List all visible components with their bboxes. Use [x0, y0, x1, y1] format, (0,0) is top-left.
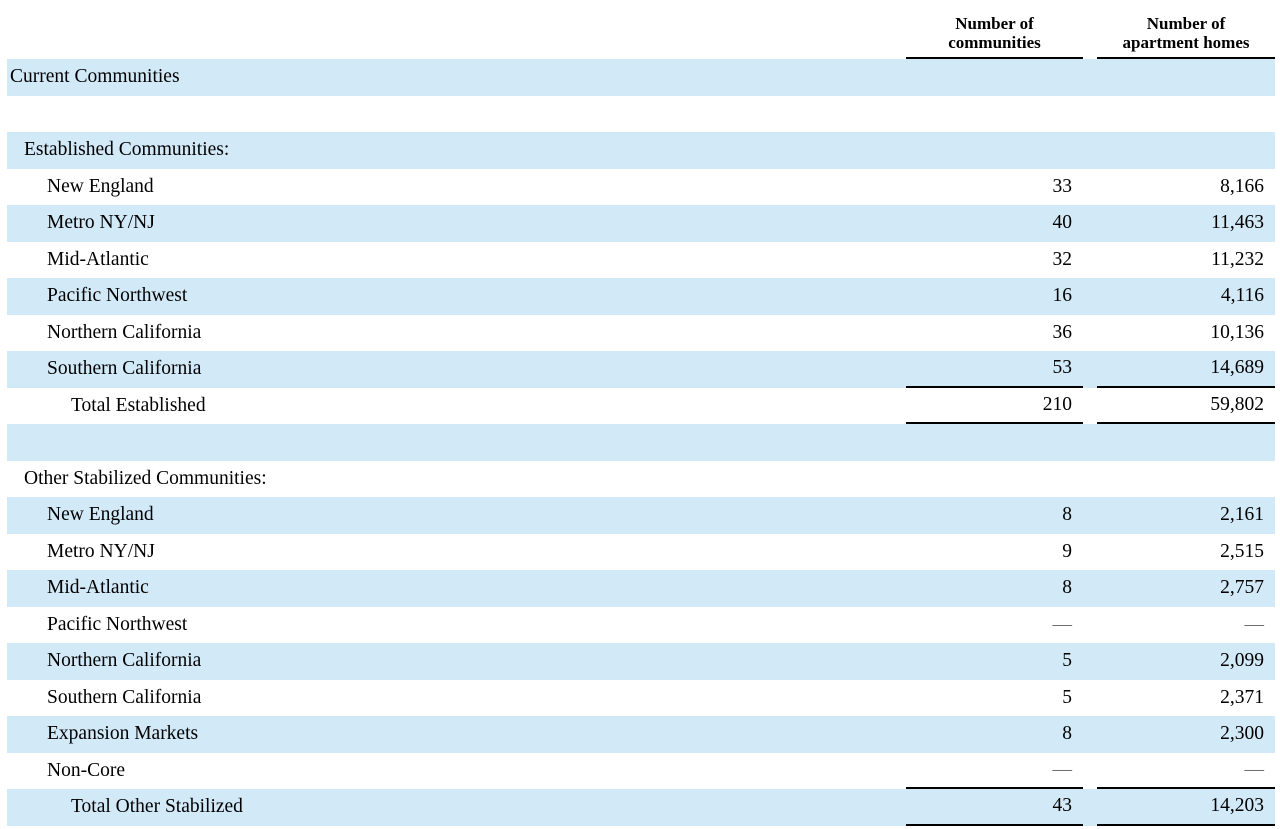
- row-label: [7, 96, 906, 133]
- row-label: Metro NY/NJ: [47, 212, 155, 234]
- row-label: New England: [47, 175, 154, 197]
- column-header-apartment-homes-line1: Number of: [1146, 13, 1226, 33]
- communities-value: 8: [1062, 504, 1072, 526]
- row-label: Other Stabilized Communities:: [24, 467, 267, 489]
- communities-value: 8: [1062, 723, 1072, 745]
- apartment-homes-value: 2,371: [1220, 686, 1264, 708]
- row-label: Established Communities:: [24, 139, 230, 161]
- column-header-apartment-homes: Number of apartment homes: [1097, 14, 1275, 59]
- apartment-homes-value: 14,689: [1097, 351, 1275, 388]
- column-header-apartment-homes-line2: apartment homes: [1122, 33, 1250, 53]
- communities-value: 43: [906, 789, 1083, 826]
- table-row: Current Communities: [7, 59, 1275, 96]
- apartment-homes-value: [1097, 461, 1275, 498]
- apartment-homes-value: [1097, 424, 1275, 461]
- table-row: New England 33 8,166: [7, 169, 1275, 206]
- apartment-homes-value: 8,166: [1220, 175, 1264, 197]
- table-row: Northern California 36 10,136: [7, 315, 1275, 352]
- row-label: Non-Core: [47, 759, 125, 781]
- row-label: Northern California: [47, 321, 202, 343]
- apartment-homes-value: 59,802: [1097, 388, 1275, 424]
- apartment-homes-value: 2,515: [1220, 540, 1264, 562]
- communities-value: 5: [1062, 686, 1072, 708]
- communities-value: [906, 461, 1083, 498]
- table-row: Metro NY/NJ 9 2,515: [7, 534, 1275, 571]
- table-row: Southern California 53 14,689: [7, 351, 1275, 388]
- row-label: Southern California: [47, 358, 202, 380]
- table-row: Other Stabilized Communities:: [7, 461, 1275, 498]
- table-row: Total Other Stabilized 43 14,203: [7, 789, 1275, 826]
- apartment-homes-value: 2,757: [1220, 577, 1264, 599]
- apartment-homes-value: 11,463: [1211, 212, 1264, 234]
- column-header-communities: Number of communities: [906, 14, 1083, 59]
- communities-value: 5: [1062, 650, 1072, 672]
- table-body: Current Communities Established Communiti…: [0, 59, 1280, 826]
- row-label: New England: [47, 504, 154, 526]
- apartment-homes-value: 2,300: [1220, 723, 1264, 745]
- communities-value: 32: [1052, 248, 1073, 270]
- apartment-homes-value: 14,203: [1097, 789, 1275, 826]
- communities-value: —: [1052, 613, 1073, 635]
- table-row: Mid-Atlantic 8 2,757: [7, 570, 1275, 607]
- table-row: Pacific Northwest — —: [7, 607, 1275, 644]
- table-row: Expansion Markets 8 2,300: [7, 716, 1275, 753]
- communities-value: 9: [1062, 540, 1072, 562]
- apartment-homes-value: —: [1097, 753, 1275, 789]
- row-label: Metro NY/NJ: [47, 540, 155, 562]
- row-label: Expansion Markets: [47, 723, 199, 745]
- apartment-homes-value: —: [1244, 613, 1265, 635]
- communities-value: [906, 59, 1083, 96]
- table-row: Southern California 5 2,371: [7, 680, 1275, 717]
- table-row: Mid-Atlantic 32 11,232: [7, 242, 1275, 279]
- table-row: New England 8 2,161: [7, 497, 1275, 534]
- row-label: Current Communities: [10, 66, 180, 88]
- column-header-communities-line1: Number of: [955, 13, 1034, 33]
- apartment-homes-value: 2,161: [1220, 504, 1264, 526]
- communities-value: [906, 424, 1083, 461]
- table-row: [7, 96, 1275, 133]
- apartment-homes-value: 2,099: [1220, 650, 1264, 672]
- table-row: Total Established 210 59,802: [7, 388, 1275, 424]
- apartment-homes-value: [1097, 59, 1275, 96]
- table-row: Metro NY/NJ 40 11,463: [7, 205, 1275, 242]
- table-row: Non-Core — —: [7, 753, 1275, 789]
- row-label: Total Established: [71, 394, 206, 416]
- apartment-homes-value: [1097, 96, 1275, 133]
- apartment-homes-value: 4,116: [1220, 285, 1264, 307]
- communities-value: —: [906, 753, 1083, 789]
- table-header-row: Number of communities Number of apartmen…: [7, 0, 1275, 59]
- apartment-homes-value: [1097, 132, 1275, 169]
- table-row: [7, 424, 1275, 461]
- communities-value: 16: [1052, 285, 1073, 307]
- row-label: [7, 424, 906, 461]
- table-row: Established Communities:: [7, 132, 1275, 169]
- communities-value: 210: [906, 388, 1083, 424]
- row-label: Northern California: [47, 650, 202, 672]
- row-label: Mid-Atlantic: [47, 577, 149, 599]
- communities-value: [906, 132, 1083, 169]
- apartment-homes-value: 10,136: [1210, 321, 1264, 343]
- row-label: Total Other Stabilized: [71, 796, 243, 818]
- row-label: Mid-Atlantic: [47, 248, 149, 270]
- communities-value: [906, 96, 1083, 133]
- apartment-homes-value: 11,232: [1211, 248, 1264, 270]
- row-label: Pacific Northwest: [47, 285, 188, 307]
- communities-value: 36: [1052, 321, 1073, 343]
- communities-value: 53: [906, 351, 1083, 388]
- row-label: Southern California: [47, 686, 202, 708]
- table-row: Pacific Northwest 16 4,116: [7, 278, 1275, 315]
- communities-value: 40: [1052, 212, 1073, 234]
- table-row: Northern California 5 2,099: [7, 643, 1275, 680]
- column-header-communities-line2: communities: [948, 33, 1041, 53]
- row-label: Pacific Northwest: [47, 613, 188, 635]
- communities-value: 8: [1062, 577, 1072, 599]
- communities-value: 33: [1052, 175, 1073, 197]
